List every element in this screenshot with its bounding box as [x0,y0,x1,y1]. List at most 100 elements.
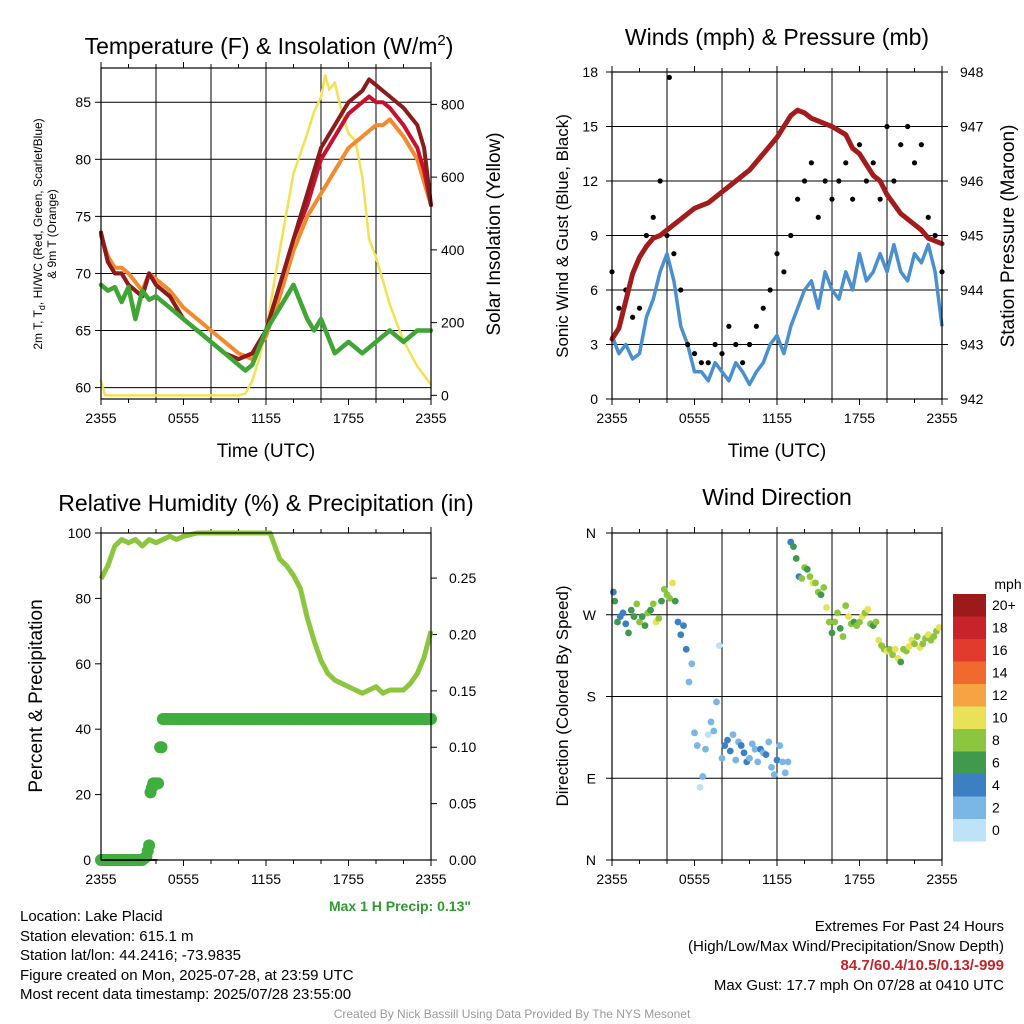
series-dewpoint [98,282,434,373]
legend-swatch [953,796,986,819]
ylabel-part: , HI/WC (Red, Green, Scarlet/Blue) [31,118,45,305]
direction-point [677,631,685,639]
gust-point [666,74,672,81]
direction-point [622,620,630,628]
gust-point [636,305,643,311]
direction-point [680,622,687,630]
direction-point [812,579,819,587]
x-tick-label: 1155 [762,871,792,887]
ylabel-part: 2m T, T [31,309,45,349]
direction-point [790,543,797,551]
extremes-values: 84.7/60.4/10.5/0.13/-999 [840,957,1004,974]
direction-point [702,745,709,753]
y-tick-label: 60 [75,656,91,672]
series-relative-humidity [98,530,434,696]
recent-data-text: Most recent data timestamp: 2025/07/28 2… [20,986,352,1003]
legend-label: 4 [992,777,1000,793]
direction-point [746,754,753,762]
legend-swatch [953,616,986,639]
gust-point [733,341,739,348]
gust-point [877,196,883,202]
y-axis-label: Sonic Wind & Gust (Blue, Black) [553,114,572,358]
x-tick-label: 1155 [762,410,792,426]
gust-point [650,214,656,220]
ylabel-line2: & 9m T (Orange) [45,189,59,279]
direction-point [614,618,621,626]
direction-point [647,606,654,614]
plot-frame [611,532,943,861]
direction-point [696,783,704,791]
y-axis-label: Direction (Colored By Speed) [553,585,572,806]
gust-point [815,214,821,220]
direction-point [627,606,635,614]
legend-swatch [953,706,986,729]
gust-point [774,251,780,257]
direction-point [762,751,770,759]
x-tick-label: 0555 [168,871,199,887]
x-tick-label: 1755 [844,410,875,426]
legend-label: 2 [992,800,1000,816]
direction-point [872,618,880,626]
direction-point [842,602,850,610]
legend-label: 0 [992,822,1000,838]
legend-swatch [953,661,986,684]
y-tick-label: 3 [590,337,598,353]
chart-title: Relative Humidity (%) & Precipitation (i… [58,490,473,516]
direction-point [691,729,698,737]
humidity-chart-axes: 2355 0555 1155 1755 2355 0 20 40 60 80 100 0.00 0.05… [26,490,476,914]
y-tick-label: 60 [75,380,91,396]
title-text: Temperature (F) & Insolation (W/m [85,33,438,59]
direction-point [897,658,905,666]
y2-tick-label: 0.00 [449,852,476,868]
direction-point [905,643,913,650]
gust-point [898,142,904,148]
gust-point [671,251,677,257]
latlon-text: Station lat/lon: 44.2416; -73.9835 [20,947,242,964]
y-tick-label: 20 [75,787,91,803]
gust-point [843,160,849,166]
direction-point [682,645,690,653]
direction-point [886,645,894,653]
y2-tick-label: 942 [960,391,984,407]
y2-tick-label: 944 [960,282,984,298]
gust-point [829,196,835,202]
gust-point [726,323,732,329]
y-tick-label: 9 [590,228,598,244]
gust-point [808,160,814,166]
direction-point [856,618,863,626]
y-axis-label: Percent & Precipitation [26,599,47,792]
plot-frame [100,532,432,861]
gust-point [870,160,876,166]
extremes-title: Extremes For Past 24 Hours [814,918,1004,935]
max-precip-label: Max 1 H Precip: 0.13" [329,898,471,914]
precip-point [155,741,168,754]
direction-point [831,618,839,626]
direction-point [765,738,773,746]
direction-point [823,604,830,611]
precip-point [152,777,165,790]
direction-point [798,575,806,582]
y2-tick-label: 0.25 [449,570,476,586]
y-tick-label: 0 [83,852,91,868]
gust-point [760,305,766,311]
speed-legend: mph 20+ 18 16 14 12 10 8 6 4 2 0 [953,576,1022,842]
direction-point [641,622,649,630]
x-tick-label: 2355 [415,410,446,426]
direction-point [919,640,927,648]
direction-point [655,614,663,622]
x-tick-label: 1755 [333,410,364,426]
direction-point [803,565,811,573]
series-solar-insolation [99,74,433,397]
max-gust-text: Max Gust: 17.7 mph On 07/28 at 0410 UTC [713,976,1004,994]
direction-point [875,636,883,644]
gust-point [678,287,684,293]
y2-tick-label: 0.10 [449,739,476,755]
y-tick-label: W [583,607,597,623]
y2-tick-label: 600 [441,169,465,185]
gust-point [698,360,704,366]
y2-tick-label: 0.20 [449,626,476,642]
direction-point [740,749,748,757]
y2-tick-label: 943 [960,337,984,353]
direction-point [630,613,638,620]
